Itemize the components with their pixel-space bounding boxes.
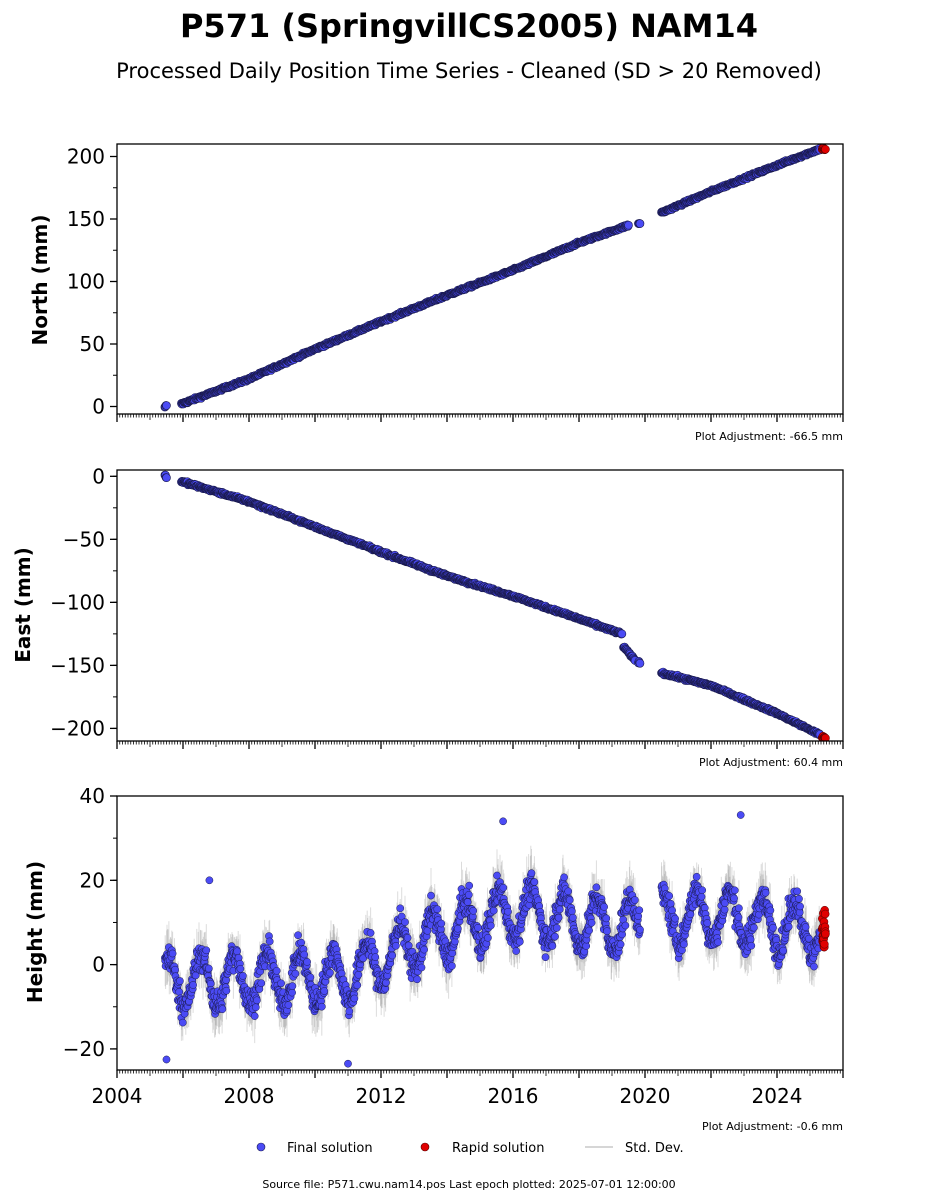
y-tick-label: 200	[67, 145, 105, 169]
y-tick-label: 100	[67, 270, 105, 294]
final-point	[257, 979, 266, 988]
figure-title: P571 (SpringvillCS2005) NAM14	[180, 7, 758, 45]
legend-rapid-label: Rapid solution	[452, 1141, 544, 1156]
final-point	[617, 629, 627, 639]
y-tick-label: 50	[80, 332, 105, 356]
plot-area-1: 0 −50 −100 −150 −200	[50, 464, 844, 749]
north-ylabel: North (mm)	[28, 214, 52, 345]
final-point	[175, 988, 184, 996]
legend: Final solution Rapid solution Std. Dev.	[256, 1141, 684, 1156]
final-point	[635, 219, 645, 228]
final-point	[204, 964, 213, 973]
y-tick-label: 0	[92, 395, 105, 419]
y-tick-label: −150	[50, 653, 105, 677]
final-point	[178, 1018, 187, 1027]
final-point	[635, 658, 645, 668]
plot-area-0: 0 50 100 150 200	[67, 143, 844, 422]
data-points	[160, 470, 830, 741]
final-point	[306, 973, 315, 982]
y-tick-label: 0	[92, 464, 105, 488]
final-point	[162, 401, 171, 410]
final-point	[162, 473, 171, 483]
final-point	[291, 969, 300, 978]
final-point	[265, 937, 274, 946]
data-points	[161, 811, 830, 1068]
north-adjustment: Plot Adjustment: -66.5 mm	[695, 430, 843, 443]
final-point	[176, 977, 184, 985]
final-point	[294, 931, 302, 940]
height-adjustment: Plot Adjustment: -0.6 mm	[702, 1120, 843, 1133]
source-footer: Source file: P571.cwu.nam14.pos Last epo…	[262, 1178, 675, 1191]
rapid-point	[821, 145, 830, 154]
east-panel: East (mm) Plot Adjustment: 60.4 mm	[11, 547, 843, 769]
east-ylabel: East (mm)	[11, 547, 35, 663]
figure-subtitle: Processed Daily Position Time Series - C…	[116, 59, 822, 83]
y-tick-label: −50	[63, 527, 105, 551]
final-point	[239, 972, 247, 980]
legend-final-label: Final solution	[287, 1141, 373, 1156]
final-point	[218, 1005, 227, 1014]
legend-final-marker	[256, 1142, 266, 1152]
final-point	[253, 996, 261, 1005]
final-point	[251, 1003, 260, 1012]
final-point	[222, 986, 231, 995]
final-point	[236, 964, 245, 973]
final-point	[171, 965, 179, 974]
final-point	[202, 946, 211, 955]
final-point	[288, 982, 297, 990]
data-points	[160, 144, 830, 412]
y-tick-label: −200	[50, 716, 105, 740]
final-point	[284, 1001, 293, 1009]
legend-rapid-marker	[420, 1142, 430, 1152]
final-point	[250, 1012, 259, 1020]
final-point	[272, 966, 281, 975]
final-point	[189, 981, 197, 989]
height-ylabel: Height (mm)	[23, 861, 47, 1003]
height-panel: Height (mm) Plot Adjustment: -0.6 mm	[23, 861, 843, 1133]
legend-stddev-label: Std. Dev.	[625, 1141, 684, 1156]
final-point	[168, 949, 177, 958]
rapid-point	[821, 733, 830, 741]
y-tick-label: 150	[67, 207, 105, 231]
east-adjustment: Plot Adjustment: 60.4 mm	[699, 756, 843, 769]
north-panel: North (mm) Plot Adjustment: -66.5 mm	[28, 214, 843, 443]
final-point	[233, 947, 241, 956]
final-point	[303, 958, 311, 966]
final-point	[300, 950, 309, 959]
y-tick-label: −100	[50, 590, 105, 614]
final-point	[277, 979, 285, 988]
final-points	[161, 811, 824, 1068]
final-point	[624, 220, 633, 230]
final-point	[288, 988, 296, 997]
